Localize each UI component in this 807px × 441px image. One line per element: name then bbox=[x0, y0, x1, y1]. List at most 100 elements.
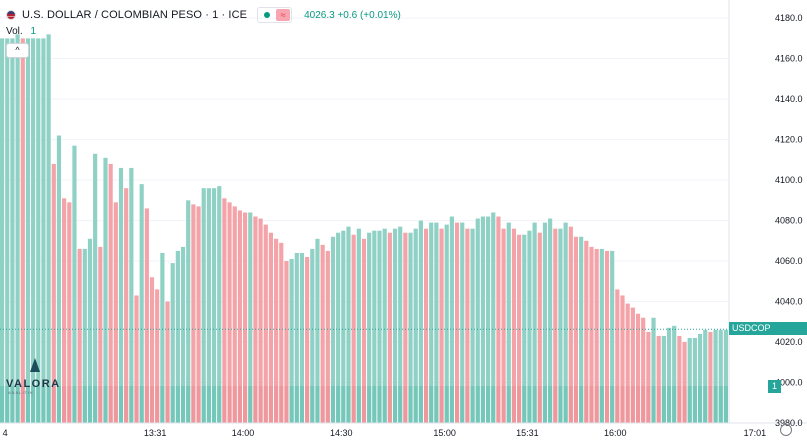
volume-bar bbox=[248, 386, 253, 423]
price-bar bbox=[305, 257, 310, 423]
volume-bar bbox=[0, 386, 5, 423]
volume-bar bbox=[268, 386, 274, 423]
volume-bar bbox=[124, 386, 129, 423]
volume-bar bbox=[243, 386, 248, 423]
price-bar bbox=[56, 135, 62, 423]
price-bar bbox=[486, 216, 491, 423]
volume-legend: Vol. 1 bbox=[6, 26, 36, 37]
volume-bar bbox=[72, 386, 77, 423]
volume-bar bbox=[196, 386, 201, 423]
volume-bar bbox=[237, 386, 242, 423]
x-tick-label: 17:01 bbox=[744, 428, 767, 438]
price-bar bbox=[496, 216, 501, 423]
price-bar bbox=[558, 228, 563, 423]
price-bar bbox=[248, 212, 253, 423]
price-bar bbox=[206, 188, 211, 423]
volume-bar bbox=[305, 386, 310, 423]
price-bar bbox=[196, 206, 201, 423]
price-bar bbox=[160, 252, 165, 423]
price-bar bbox=[356, 228, 361, 423]
volume-bar bbox=[703, 386, 708, 423]
price-bar bbox=[346, 226, 351, 423]
price-axis-bg bbox=[729, 0, 807, 441]
volume-bar bbox=[367, 386, 372, 423]
price-bar bbox=[103, 157, 108, 424]
price-bar bbox=[124, 188, 129, 423]
volume-bar bbox=[392, 386, 398, 423]
settings-gear-icon[interactable] bbox=[780, 424, 792, 436]
y-tick-label: 4080.0 bbox=[775, 216, 803, 226]
price-bar bbox=[0, 38, 5, 424]
volume-bar bbox=[486, 386, 491, 423]
us-flag-icon bbox=[6, 10, 16, 20]
volume-bar bbox=[408, 386, 413, 423]
collapse-legend-button[interactable]: ^ bbox=[6, 43, 29, 58]
market-status-toggle[interactable]: ≈ bbox=[257, 7, 293, 23]
price-bar bbox=[310, 248, 315, 423]
volume-bar bbox=[315, 386, 320, 423]
price-bar bbox=[641, 317, 646, 423]
price-bar bbox=[584, 240, 589, 423]
volume-bar bbox=[382, 386, 387, 423]
volume-bar bbox=[51, 386, 56, 423]
price-bar bbox=[155, 289, 160, 423]
price-bar bbox=[263, 224, 268, 423]
volume-bar bbox=[496, 386, 501, 423]
volume-bar bbox=[15, 386, 20, 423]
volume-bar bbox=[527, 386, 532, 423]
volume-bar bbox=[439, 386, 444, 423]
price-bar bbox=[610, 250, 615, 423]
volume-bar bbox=[25, 386, 31, 423]
price-bar bbox=[537, 232, 542, 423]
volume-bar bbox=[165, 386, 170, 423]
x-tick-label: 15:31 bbox=[516, 428, 539, 438]
volume-bar bbox=[475, 386, 480, 423]
volume-bar bbox=[93, 386, 98, 423]
volume-bar bbox=[537, 386, 542, 423]
price-bar bbox=[237, 210, 242, 423]
price-bar bbox=[134, 295, 139, 423]
volume-bar bbox=[31, 386, 36, 423]
volume-bar bbox=[434, 386, 439, 423]
valora-logo: VALORA ANALITIK bbox=[6, 358, 66, 395]
price-bar bbox=[15, 34, 20, 423]
price-bar bbox=[403, 232, 408, 423]
symbol-title[interactable]: U.S. DOLLAR / COLOMBIAN PESO · 1 · ICE bbox=[22, 9, 248, 21]
volume-bar bbox=[589, 386, 594, 423]
volume-bar bbox=[144, 386, 149, 423]
volume-bar bbox=[341, 386, 346, 423]
volume-bar bbox=[113, 386, 118, 423]
volume-bar bbox=[692, 386, 697, 423]
volume-bar bbox=[330, 386, 336, 423]
y-tick-label: 4000.0 bbox=[775, 378, 803, 388]
price-bar bbox=[656, 335, 661, 423]
volume-bar bbox=[82, 386, 87, 423]
price-bar bbox=[398, 226, 403, 423]
price-bar bbox=[118, 167, 124, 423]
volume-bar bbox=[20, 386, 25, 423]
price-bar bbox=[217, 186, 222, 423]
price-bar bbox=[211, 188, 217, 423]
volume-bar bbox=[548, 386, 553, 423]
price-bar bbox=[351, 234, 356, 423]
price-bar bbox=[522, 234, 527, 423]
price-bar bbox=[542, 222, 548, 423]
price-bar bbox=[315, 238, 320, 423]
volume-bar bbox=[501, 386, 506, 423]
price-bar bbox=[325, 250, 330, 423]
volume-bar bbox=[170, 386, 175, 423]
price-bar bbox=[454, 222, 460, 423]
price-change: 4026.3 +0.6 (+0.01%) bbox=[304, 9, 401, 21]
price-bar bbox=[144, 208, 149, 423]
price-bar bbox=[532, 222, 537, 423]
volume-bar bbox=[568, 386, 573, 423]
price-bar bbox=[108, 163, 113, 424]
volume-bar bbox=[677, 386, 682, 423]
volume-bar bbox=[377, 386, 382, 423]
volume-bar bbox=[129, 386, 134, 423]
volume-bar bbox=[222, 386, 227, 423]
volume-bar bbox=[646, 386, 651, 423]
price-bar bbox=[604, 250, 610, 423]
volume-bar bbox=[5, 386, 10, 423]
